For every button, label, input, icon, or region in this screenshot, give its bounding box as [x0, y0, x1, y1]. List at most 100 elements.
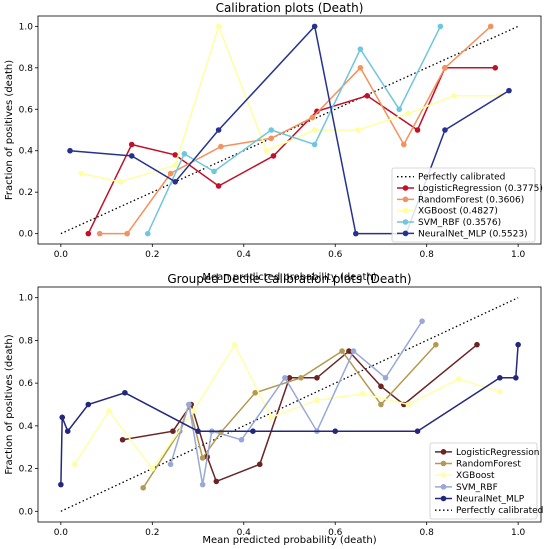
x-tick-label: 0.8	[420, 250, 435, 260]
data-point	[314, 397, 320, 404]
legend-label: SVM_RBF	[456, 483, 498, 493]
legend-label: XGBoost (0.4827)	[418, 207, 498, 217]
data-point	[96, 230, 103, 237]
series-randomforest	[96, 23, 494, 237]
data-point	[298, 374, 304, 381]
data-point	[487, 23, 494, 30]
legend-label: Perfectly calibrated	[418, 173, 505, 183]
series-xgboost	[71, 341, 503, 472]
data-point	[497, 374, 503, 381]
y-tick-label: 0.6	[19, 105, 34, 115]
y-tick-label: 0.0	[19, 230, 34, 240]
chart-panel-1: Calibration plots (Death) 0.0 0.2 0.4 0.6 0.8…	[4, 1, 543, 283]
legend-item-perfectly-calibrated: Perfectly calibrated	[435, 506, 543, 516]
data-point	[268, 127, 275, 133]
data-point	[382, 374, 389, 381]
data-point	[401, 141, 407, 148]
legend-marker	[440, 495, 447, 502]
legend-item-logisticregression: LogisticRegression (0.3775)	[397, 184, 543, 194]
data-point	[213, 478, 220, 485]
legend-item-svm-rbf: SVM_RBF	[435, 483, 498, 493]
y-tick-label: 1.0	[19, 22, 34, 32]
data-point	[167, 461, 174, 468]
y-tick-label: 0.4	[19, 147, 34, 157]
legend-marker	[440, 472, 447, 478]
data-point	[405, 401, 412, 408]
data-point	[59, 414, 66, 421]
data-point	[167, 170, 174, 177]
data-point	[256, 461, 263, 468]
data-point	[419, 318, 425, 324]
data-point	[128, 153, 135, 159]
x-axis-label: Mean predicted probability (death)	[202, 272, 376, 283]
data-point	[199, 481, 206, 488]
y-tick-label: 0.6	[19, 379, 34, 389]
data-point	[437, 23, 444, 30]
legend-label: XGBoost	[456, 471, 495, 481]
data-point	[378, 383, 384, 390]
y-tick-label: 0.8	[19, 336, 34, 346]
data-point	[350, 348, 357, 354]
data-point	[513, 374, 519, 381]
data-point	[170, 428, 176, 435]
x-tick-label: 0.4	[237, 250, 252, 260]
data-point	[231, 341, 238, 348]
data-point	[58, 481, 64, 488]
legend-item-xgboost: XGBoost	[435, 471, 495, 481]
data-point	[199, 455, 206, 461]
plot-frame	[37, 15, 542, 245]
data-point	[218, 143, 224, 150]
data-point	[215, 183, 222, 189]
chart-title: Grouped Decile Calibration plots (Death)	[167, 272, 411, 286]
data-point	[71, 461, 78, 468]
data-point	[128, 141, 135, 148]
legend-box	[429, 442, 538, 520]
data-point	[442, 65, 448, 71]
series-line	[81, 24, 500, 183]
data-point	[64, 428, 71, 435]
legend-marker	[440, 460, 447, 467]
data-point	[238, 436, 245, 443]
data-point	[311, 141, 318, 148]
data-point	[119, 436, 126, 443]
y-tick-label: 1.0	[19, 294, 34, 304]
chart-panel-2: Grouped Decile Calibration plots (Death)…	[4, 272, 543, 546]
series-line	[169, 320, 423, 485]
data-point	[339, 348, 345, 354]
y-tick-label: 0.2	[19, 188, 33, 198]
series-line	[99, 25, 492, 235]
legend-item-logisticregression: LogisticRegression	[435, 448, 539, 458]
series-line	[147, 26, 442, 234]
legend-box	[391, 167, 536, 243]
data-point	[268, 135, 275, 142]
legend-item-randomforest: RandomForest	[435, 460, 521, 470]
data-point	[355, 127, 361, 133]
data-point	[357, 46, 364, 52]
legend-label: Perfectly calibrated	[456, 506, 543, 516]
data-point	[309, 114, 316, 121]
series-neuralnet-mlp	[58, 341, 521, 488]
y-tick-label: 0.8	[19, 64, 34, 74]
data-point	[215, 127, 222, 133]
data-point	[311, 23, 318, 30]
legend-item-randomforest: RandomForest (0.3606)	[397, 195, 524, 205]
legend-marker	[402, 185, 409, 191]
series-neuralnet-mlp	[67, 23, 512, 237]
x-tick-label: 0.6	[328, 528, 343, 538]
data-point	[506, 87, 512, 94]
data-point	[311, 127, 318, 133]
data-point	[314, 374, 320, 381]
data-point	[124, 230, 130, 237]
data-point	[211, 168, 217, 175]
x-tick-label: 0.6	[328, 250, 343, 260]
data-point	[85, 230, 92, 237]
legend-marker	[402, 196, 409, 203]
data-point	[268, 414, 275, 421]
x-axis-label: Mean predicted probability (death)	[202, 535, 376, 546]
data-point	[250, 428, 256, 435]
series-logisticregression	[119, 341, 480, 485]
data-point	[378, 401, 384, 408]
y-axis-label: Fraction of positives (death)	[4, 60, 15, 200]
